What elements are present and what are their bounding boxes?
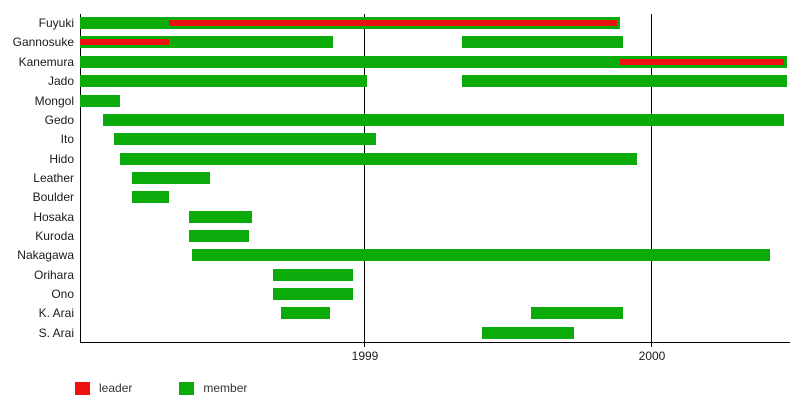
legend-leader-label: leader — [99, 381, 133, 395]
leader-bar — [80, 39, 169, 45]
row-label-gedo: Gedo — [44, 113, 74, 127]
member-bar — [531, 307, 623, 319]
member-bar — [462, 75, 787, 87]
row-label-leather: Leather — [33, 171, 74, 185]
legend-member-label: member — [203, 381, 248, 395]
plot-area — [80, 14, 790, 343]
row-label-gannosuke: Gannosuke — [12, 35, 74, 49]
row-label-fuyuki: Fuyuki — [38, 16, 74, 30]
member-bar — [189, 230, 249, 242]
row-label-nakagawa: Nakagawa — [17, 248, 74, 262]
row-label-hosaka: Hosaka — [33, 210, 74, 224]
legend-item-member: member — [179, 381, 247, 395]
member-bar — [273, 269, 353, 281]
member-bar — [132, 191, 169, 203]
legend: leader member — [75, 381, 247, 395]
leader-bar — [620, 59, 784, 65]
member-bar — [482, 327, 574, 339]
member-bar — [132, 172, 210, 184]
row-label-hido: Hido — [49, 152, 74, 166]
row-label-mongol: Mongol — [34, 94, 74, 108]
member-swatch-icon — [179, 381, 195, 395]
member-bar — [192, 249, 770, 261]
member-bar — [120, 153, 637, 165]
row-label-kanemura: Kanemura — [18, 55, 74, 69]
member-bar — [189, 211, 252, 223]
member-bar — [80, 75, 367, 87]
row-label-k-arai: K. Arai — [38, 306, 74, 320]
leader-swatch-icon — [75, 381, 90, 395]
member-bar — [80, 95, 120, 107]
row-label-ito: Ito — [60, 132, 74, 146]
row-label-kuroda: Kuroda — [35, 229, 74, 243]
row-label-jado: Jado — [47, 74, 74, 88]
member-bar — [80, 56, 787, 68]
member-bar — [103, 114, 784, 126]
x-tick-label: 1999 — [351, 349, 379, 363]
member-bar — [281, 307, 330, 319]
member-bar — [462, 36, 623, 48]
gridline-2000 — [651, 14, 652, 347]
member-bar — [273, 288, 353, 300]
row-label-boulder: Boulder — [32, 190, 74, 204]
row-label-orihara: Orihara — [33, 268, 74, 282]
legend-item-leader: leader — [75, 381, 132, 395]
gridline-1999 — [364, 14, 365, 347]
row-label-ono: Ono — [51, 287, 74, 301]
leader-bar — [169, 20, 617, 26]
x-tick-label: 2000 — [638, 349, 666, 363]
row-label-s-arai: S. Arai — [38, 326, 74, 340]
member-bar — [114, 133, 376, 145]
